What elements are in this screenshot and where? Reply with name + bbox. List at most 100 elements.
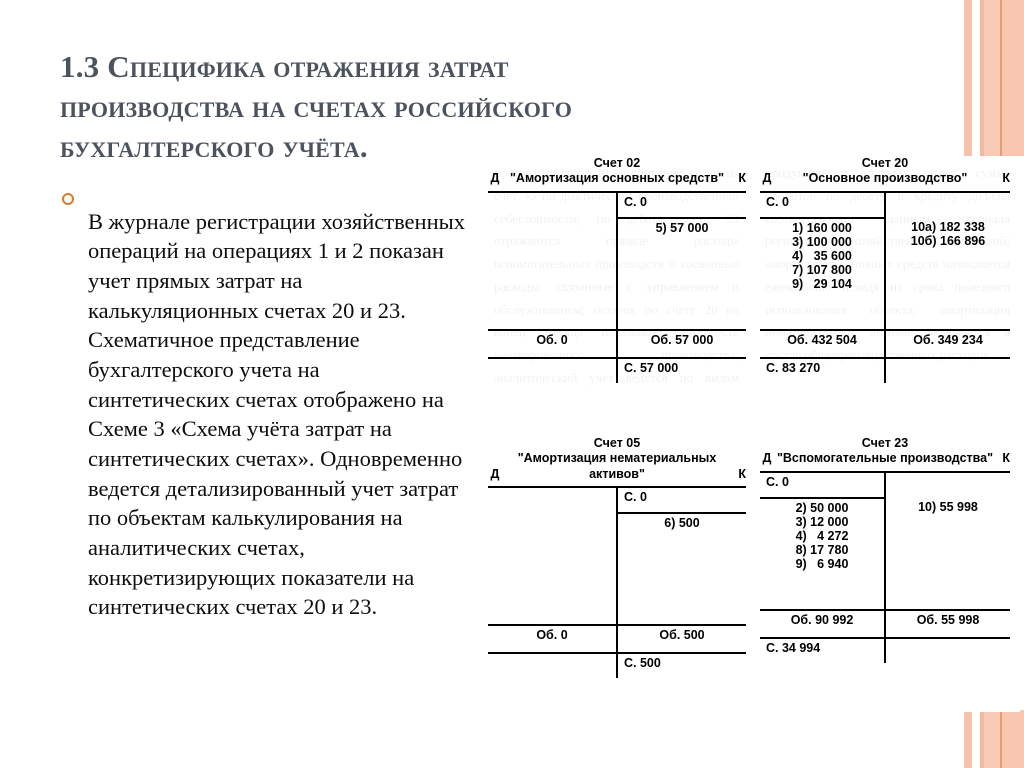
account-23-closing-debit: С. 34 994 xyxy=(760,637,886,663)
account-23-name: "Вспомогательные производства" xyxy=(776,451,994,466)
account-23-debit-label: Д xyxy=(762,451,772,466)
account-23-credit-entry: 10) 55 998 xyxy=(885,498,1010,610)
account-02-closing-debit xyxy=(488,357,618,383)
account-23: Счет 23 Д "Вспомогательные производства" К С… xyxy=(756,436,1020,712)
stripe-bar xyxy=(980,0,984,156)
stripe-bar xyxy=(984,710,1000,768)
account-23-entries-row: 2) 50 000 3) 12 000 4) 4 272 8) 17 780 9) 6 … xyxy=(760,497,1010,610)
stripe-bar xyxy=(1002,0,1024,156)
stripe-bar xyxy=(1000,0,1002,156)
stripe-bar xyxy=(964,0,972,156)
bullet-item-text: В журнале регистрации хозяйственных опер… xyxy=(88,208,465,620)
account-02-name: "Амортизация основных средств" xyxy=(509,171,725,186)
t-accounts-figure: по кредиту счета 20 — списание затрат на… xyxy=(484,156,1020,712)
account-23-debit-entry-item: 2) 50 000 xyxy=(795,500,849,515)
account-05-credit-entry: 6) 500 xyxy=(617,513,746,625)
account-20-debit-entry-item: 4) 35 600 xyxy=(792,248,852,263)
account-20-debit-entry-item: 9) 29 104 xyxy=(792,276,852,291)
account-20-closing-row: С. 83 270 xyxy=(760,357,1010,383)
account-20-turnover-credit: Об. 349 234 xyxy=(885,328,1010,359)
account-20-ledger: С. 0 1) 160 000 3) 100 000 4) 35 600 7) 107 … xyxy=(760,190,1010,383)
account-05-ledger: С. 0 6) 500 Об. 0 Об. 500 С. 500 xyxy=(488,485,746,678)
account-20-debit-entry-item: 3) 100 000 xyxy=(792,234,852,249)
account-20-entries-row: 1) 160 000 3) 100 000 4) 35 600 7) 107 800 9… xyxy=(760,217,1010,330)
account-02-credit-entry: 5) 57 000 xyxy=(617,218,746,330)
account-23-opening-debit: С. 0 xyxy=(760,470,886,499)
stripe-bar xyxy=(1000,710,1002,768)
decorative-stripes-top xyxy=(956,0,1024,156)
account-02-credit-label: К xyxy=(738,171,746,186)
account-20: Счет 20 Д "Основное производство" К С. 0 1) 1… xyxy=(756,156,1020,436)
account-20-opening-credit xyxy=(885,190,1010,218)
account-05-opening-debit xyxy=(488,485,618,513)
account-23-opening-row: С. 0 xyxy=(760,470,1010,499)
account-02-number: Счет 02 xyxy=(593,156,641,170)
account-05-credit-label: К xyxy=(738,466,746,481)
account-02-turnover-credit: Об. 57 000 xyxy=(617,328,746,359)
account-20-number: Счет 20 xyxy=(861,156,909,170)
stripe-bar xyxy=(1002,710,1024,768)
account-20-closing-debit: С. 83 270 xyxy=(760,357,886,383)
account-05-entries-row: 6) 500 xyxy=(488,512,746,625)
account-23-header: Счет 23 Д "Вспомогательные производства" К xyxy=(760,436,1010,467)
account-05-opening-row: С. 0 xyxy=(488,485,746,514)
decorative-stripes-bottom xyxy=(956,710,1024,768)
account-02-opening-credit: С. 0 xyxy=(617,190,746,219)
account-05-opening-credit: С. 0 xyxy=(617,485,746,514)
account-02-closing-row: С. 57 000 xyxy=(488,357,746,383)
account-05-name: "Амортизация нематериальных xyxy=(517,451,717,466)
slide-title: 1.3 Специфика отражения затрат производс… xyxy=(60,48,573,165)
bullet-list-item: В журнале регистрации хозяйственных опер… xyxy=(56,184,466,645)
account-02-turnover-row: Об. 0 Об. 57 000 xyxy=(488,328,746,359)
stripe-bar xyxy=(980,710,984,768)
account-05-name: активов" xyxy=(589,466,645,481)
account-02-opening-debit xyxy=(488,190,618,218)
account-02-closing-credit: С. 57 000 xyxy=(624,360,679,375)
account-20-debit-label: Д xyxy=(762,171,772,186)
account-05-turnover-debit: Об. 0 xyxy=(488,623,618,654)
account-05-debit-entry xyxy=(488,512,618,625)
account-02-entries-row: 5) 57 000 xyxy=(488,217,746,330)
account-02-header: Счет 02 Д "Амортизация основных средств" К xyxy=(488,156,746,187)
account-05-turnover-credit: Об. 500 xyxy=(617,623,746,654)
account-23-turnover-row: Об. 90 992 Об. 55 998 xyxy=(760,608,1010,639)
account-20-debit-entry-item: 1) 160 000 xyxy=(792,220,852,235)
account-20-name: "Основное производство" xyxy=(802,171,968,186)
account-23-debit-entry-item: 4) 4 272 xyxy=(795,528,849,543)
account-02-opening-row: С. 0 xyxy=(488,190,746,219)
account-23-debit-entry: 2) 50 000 3) 12 000 4) 4 272 8) 17 780 9) 6 … xyxy=(760,497,886,610)
stripe-bar xyxy=(964,710,972,768)
account-23-number: Счет 23 xyxy=(861,436,909,450)
account-05-number: Счет 05 xyxy=(593,436,641,450)
account-23-credit-entry-item: 10) 55 998 xyxy=(918,499,978,514)
account-23-turnover-debit: Об. 90 992 xyxy=(760,608,886,639)
account-20-debit-entry: 1) 160 000 3) 100 000 4) 35 600 7) 107 800 9… xyxy=(760,217,886,330)
account-20-credit-entry: 10а) 182 338 10б) 166 896 xyxy=(885,218,1010,330)
account-20-header: Счет 20 Д "Основное производство" К xyxy=(760,156,1010,187)
account-02-debit-entry xyxy=(488,217,618,330)
account-02-ledger: С. 0 5) 57 000 Об. 0 Об. 57 000 С. 57 000 xyxy=(488,190,746,383)
account-05-credit-entry-item: 6) 500 xyxy=(664,515,700,530)
account-23-turnover-credit: Об. 55 998 xyxy=(885,608,1010,639)
account-20-closing-credit xyxy=(885,358,1010,383)
account-02: Счет 02 Д "Амортизация основных средств" К С… xyxy=(484,156,756,436)
account-05-debit-label: Д xyxy=(490,466,500,481)
account-20-turnover-row: Об. 432 504 Об. 349 234 xyxy=(760,328,1010,359)
account-20-credit-entry-item: 10а) 182 338 xyxy=(911,219,985,234)
account-20-opening-row: С. 0 xyxy=(760,190,1010,219)
account-02-turnover-debit: Об. 0 xyxy=(488,328,618,359)
slide-body: В журнале регистрации хозяйственных опер… xyxy=(56,184,466,645)
account-23-ledger: С. 0 2) 50 000 3) 12 000 4) 4 272 8) 17 780 9… xyxy=(760,470,1010,663)
stripe-bar xyxy=(984,0,1000,156)
account-23-closing-credit xyxy=(885,638,1010,663)
t-accounts-grid: Счет 02 Д "Амортизация основных средств" К С… xyxy=(484,156,1020,712)
account-20-turnover-debit: Об. 432 504 xyxy=(760,328,886,359)
account-23-closing-row: С. 34 994 xyxy=(760,637,1010,663)
account-02-debit-label: Д xyxy=(490,171,500,186)
account-23-debit-entry-item: 9) 6 940 xyxy=(795,556,849,571)
account-23-debit-entry-item: 8) 17 780 xyxy=(795,542,849,557)
account-23-credit-label: К xyxy=(1002,451,1010,466)
account-05-closing-row: С. 500 xyxy=(488,652,746,678)
account-20-debit-entry-item: 7) 107 800 xyxy=(792,262,852,277)
